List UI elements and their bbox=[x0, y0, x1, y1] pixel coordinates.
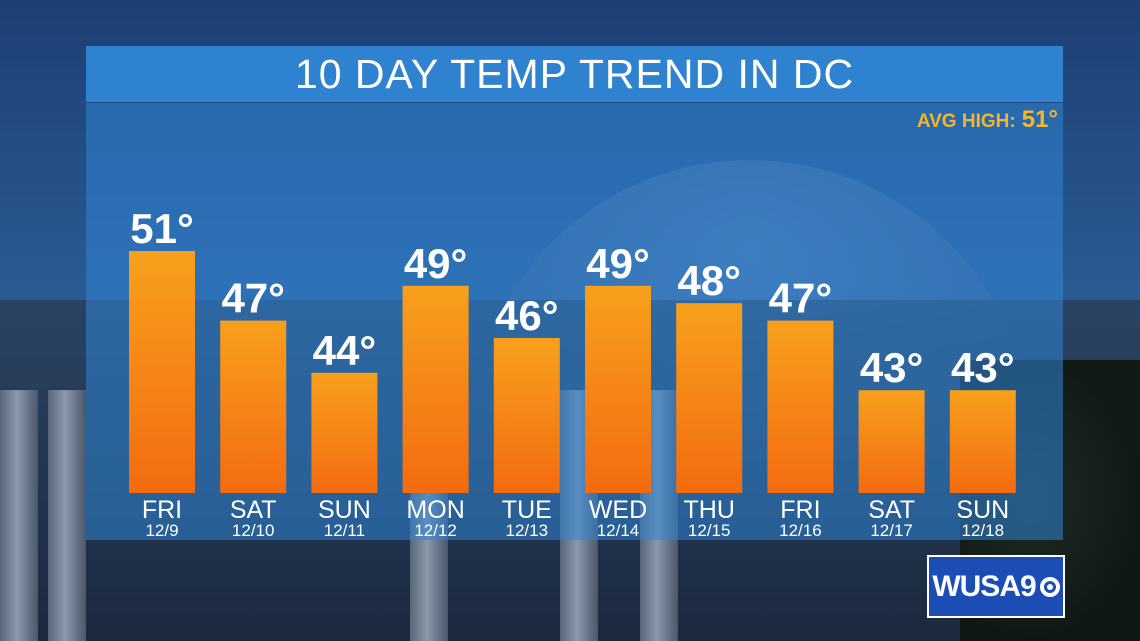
avg-high-value: 51° bbox=[1021, 106, 1058, 133]
column bbox=[0, 390, 38, 641]
temp-bar bbox=[220, 320, 287, 493]
cbs-eye-icon bbox=[1039, 576, 1060, 597]
temp-value-label: 49° bbox=[404, 240, 468, 287]
day-label: WED bbox=[589, 496, 647, 524]
day-label: THU bbox=[684, 496, 735, 524]
date-label: 12/9 bbox=[145, 521, 178, 540]
day-label: SAT bbox=[868, 496, 915, 524]
temp-bar bbox=[949, 390, 1016, 493]
chart-title: 10 DAY TEMP TREND IN DC bbox=[294, 51, 855, 97]
day-label: SUN bbox=[318, 496, 371, 524]
day-label: TUE bbox=[502, 496, 552, 524]
day-label: MON bbox=[406, 496, 464, 524]
avg-high-label: AVG HIGH: bbox=[916, 111, 1016, 132]
date-label: 12/17 bbox=[870, 521, 913, 540]
avg-high: AVG HIGH: 51° bbox=[917, 106, 1058, 134]
temp-value-label: 43° bbox=[951, 344, 1015, 391]
temp-bar bbox=[676, 303, 743, 493]
wusa9-logo: WUSA9 bbox=[927, 555, 1065, 618]
date-label: 12/15 bbox=[688, 521, 731, 540]
date-label: 12/14 bbox=[597, 521, 640, 540]
date-label: 12/11 bbox=[324, 521, 365, 540]
date-label: 12/10 bbox=[232, 521, 275, 540]
logo-text: WUSA9 bbox=[932, 569, 1036, 603]
title-bar: 10 DAY TEMP TREND IN DC bbox=[86, 46, 1063, 102]
temp-bar bbox=[585, 285, 651, 493]
date-label: 12/13 bbox=[506, 521, 549, 540]
day-label: SUN bbox=[956, 496, 1009, 524]
day-label: FRI bbox=[142, 496, 182, 524]
column bbox=[48, 390, 86, 641]
temp-value-label: 49° bbox=[586, 240, 650, 287]
date-label: 12/18 bbox=[962, 521, 1005, 540]
temp-bar bbox=[767, 320, 834, 493]
temp-value-label: 46° bbox=[495, 292, 559, 339]
temp-value-label: 47° bbox=[221, 275, 285, 322]
date-label: 12/12 bbox=[414, 521, 457, 540]
temp-bar bbox=[858, 390, 925, 493]
temp-bar bbox=[129, 251, 195, 493]
day-label: FRI bbox=[780, 496, 820, 524]
temp-bar bbox=[311, 372, 378, 493]
temp-value-label: 43° bbox=[860, 344, 924, 391]
temp-bar bbox=[493, 338, 560, 493]
temperature-bar-chart: 51°FRI12/947°SAT12/1044°SUN12/1149°MON12… bbox=[129, 205, 1016, 540]
date-label: 12/16 bbox=[779, 521, 822, 540]
temp-bar bbox=[402, 285, 469, 493]
temp-value-label: 47° bbox=[769, 275, 833, 322]
temp-value-label: 51° bbox=[130, 205, 194, 252]
temp-value-label: 48° bbox=[677, 257, 741, 304]
day-label: SAT bbox=[230, 496, 277, 524]
temp-value-label: 44° bbox=[313, 327, 377, 374]
